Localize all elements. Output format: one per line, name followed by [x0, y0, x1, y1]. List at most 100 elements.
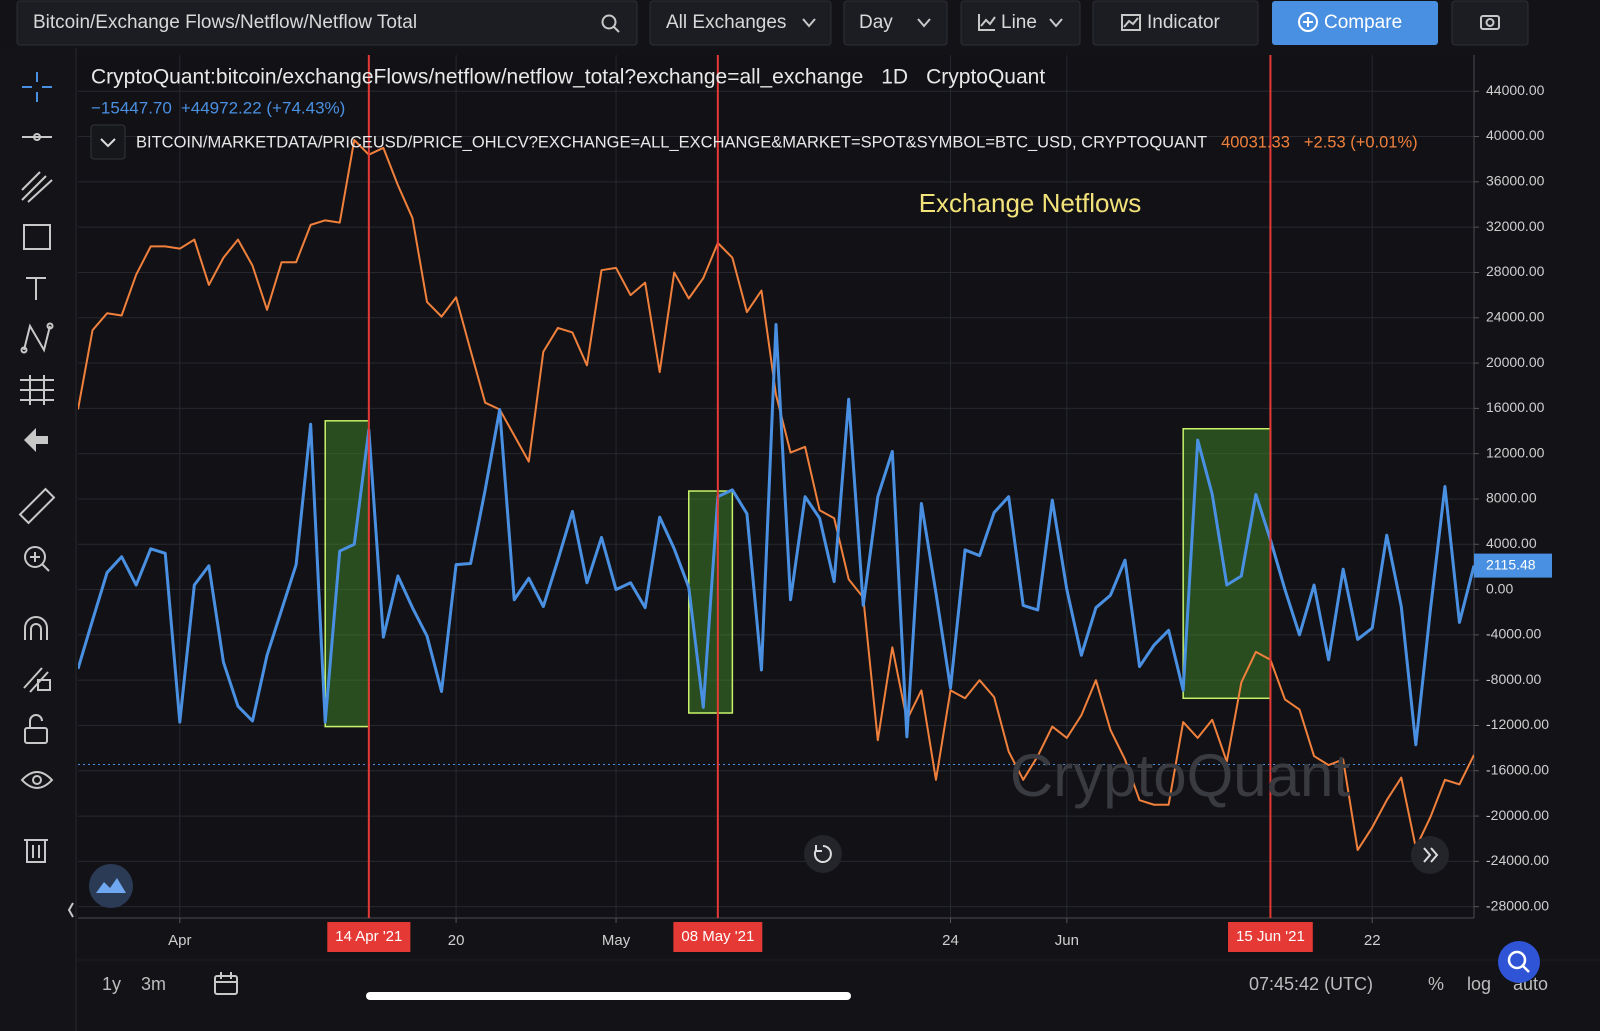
marker-label: 08 May '21: [681, 928, 754, 945]
back-tool[interactable]: [24, 428, 48, 452]
measure-tool[interactable]: [20, 375, 54, 405]
legend-price-change: +2.53 (+0.01%): [1304, 133, 1418, 151]
x-tick-label: 22: [1364, 932, 1381, 949]
camera-icon: [1480, 15, 1500, 30]
lock-draw-tool[interactable]: [23, 667, 51, 693]
delete-tool[interactable]: [24, 839, 48, 863]
camera-icon: [1485, 18, 1495, 27]
marker-label-bg: [1228, 922, 1313, 952]
marker-label: 15 Jun '21: [1236, 928, 1305, 945]
search-fab[interactable]: [1498, 941, 1540, 983]
chevron: [802, 18, 816, 28]
highlight-box: [324, 420, 370, 728]
y-tick-label: -20000.00: [1486, 807, 1549, 823]
indicator-button[interactable]: [1092, 0, 1259, 46]
lock-tool[interactable]: [24, 714, 48, 744]
y-tick-label: 20000.00: [1486, 354, 1545, 370]
indicator-icon: [1121, 14, 1141, 31]
exchange-button[interactable]: [649, 0, 832, 46]
x-tick-label: Jun: [1055, 932, 1079, 949]
y-tick-label: 28000.00: [1486, 263, 1545, 279]
scroll-icon: [1423, 847, 1432, 863]
left-toolbar: [0, 48, 76, 1031]
reset-icon: [813, 845, 832, 863]
line-icon: [978, 14, 995, 31]
y-tick-label: 12000.00: [1486, 444, 1545, 460]
crosshair-tool[interactable]: [22, 72, 52, 102]
interval-button[interactable]: [843, 0, 948, 46]
y-tick-label: 4000.00: [1486, 535, 1537, 551]
indicator-icon: [1123, 17, 1139, 28]
screenshot-button[interactable]: [1451, 0, 1529, 46]
series-name: BITCOIN/MARKETDATA/PRICEUSD/PRICE_OHLCV?…: [136, 133, 1207, 151]
source: CryptoQuant: [926, 66, 1045, 89]
y-tick-label: -8000.00: [1486, 671, 1541, 687]
y-tick-label: 36000.00: [1486, 173, 1545, 189]
y-tick-label: 16000.00: [1486, 399, 1545, 415]
marker-label-bg: [327, 922, 411, 952]
home-indicator: [366, 992, 851, 1000]
y-tick-label: -4000.00: [1486, 626, 1541, 642]
interval: 1D: [881, 66, 908, 89]
indicator-label: Indicator: [1147, 12, 1221, 33]
y-tick-label: 0.00: [1486, 580, 1513, 596]
drawing-tools: [18, 72, 74, 918]
legend-change: +44972.22 (+74.43%): [181, 98, 345, 117]
marker-label: 14 Apr '21: [335, 928, 402, 945]
date-range-button[interactable]: [214, 972, 238, 995]
style-button[interactable]: [960, 0, 1081, 46]
search-fab-icon: [1507, 950, 1527, 970]
search-text: Bitcoin/Exchange Flows/Netflow/Netflow T…: [33, 12, 417, 33]
scroll-icon: [1430, 847, 1439, 863]
x-tick-label: Apr: [168, 932, 191, 949]
line-tool[interactable]: [22, 133, 52, 141]
last-value-tag: [1474, 553, 1552, 578]
compare-label: Compare: [1324, 12, 1402, 33]
collapse-legend-button[interactable]: [90, 124, 126, 160]
reset-button[interactable]: [804, 835, 842, 873]
marker-label-bg: [673, 922, 763, 952]
reset-icon: [815, 845, 822, 852]
y-tick-label: -16000.00: [1486, 761, 1549, 777]
y-tick-label: -28000.00: [1486, 897, 1549, 913]
series-line: [78, 323, 1474, 747]
visibility-tool[interactable]: [20, 771, 54, 789]
compare-button[interactable]: [1272, 1, 1438, 45]
series-line: [78, 138, 1474, 852]
ruler-tool[interactable]: [18, 487, 56, 525]
fib-tool[interactable]: [21, 171, 53, 203]
watermark: CryptoQuant: [1010, 742, 1350, 809]
percent-toggle[interactable]: %: [1428, 974, 1444, 994]
logo-button[interactable]: [89, 864, 133, 908]
annotation: Exchange Netflows: [919, 188, 1142, 218]
chevron: [917, 18, 931, 28]
y-tick-label: 8000.00: [1486, 490, 1537, 506]
text-tool[interactable]: [26, 277, 46, 300]
y-tick-label: 40000.00: [1486, 127, 1545, 143]
y-tick-label: -24000.00: [1486, 852, 1549, 868]
search-fab-icon: [1522, 965, 1530, 973]
chevron: [100, 138, 116, 148]
search-icon: [601, 14, 617, 30]
shape-tool[interactable]: [23, 224, 51, 250]
x-tick-label: 24: [942, 932, 959, 949]
style-label: Line: [1001, 12, 1037, 33]
exchange-label: All Exchanges: [666, 12, 786, 33]
range-button[interactable]: 1y: [102, 974, 121, 994]
legend-price: 40031.33: [1221, 133, 1290, 151]
collapse-arrow[interactable]: [67, 902, 74, 918]
range-button[interactable]: 3m: [141, 974, 166, 994]
line-icon: [980, 16, 996, 27]
magnet-tool[interactable]: [24, 616, 48, 640]
compare-icon: [1298, 12, 1318, 32]
zoom-tool[interactable]: [24, 546, 50, 572]
log-toggle[interactable]: log: [1467, 974, 1491, 994]
search-icon: [613, 26, 620, 33]
interval-label: Day: [859, 12, 893, 33]
series-name: CryptoQuant:bitcoin/exchangeFlows/netflo…: [91, 66, 863, 89]
x-tick-label: 20: [448, 932, 465, 949]
search-box[interactable]: [16, 0, 638, 46]
pattern-tool[interactable]: [20, 322, 54, 354]
